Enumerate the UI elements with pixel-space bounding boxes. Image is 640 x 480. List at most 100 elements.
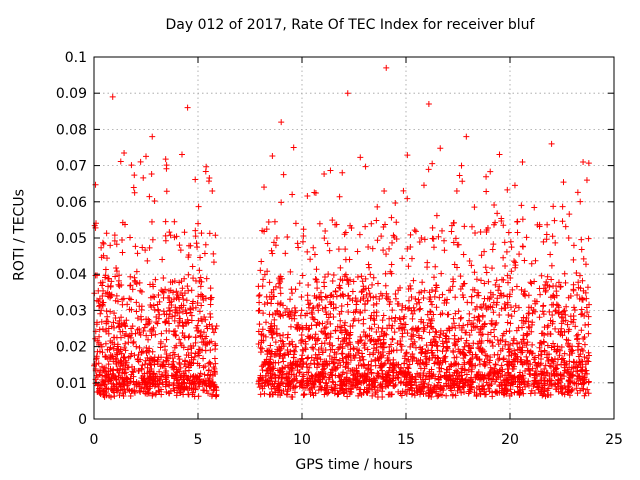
data-point bbox=[562, 223, 569, 230]
data-point bbox=[197, 370, 204, 377]
data-point bbox=[320, 373, 327, 380]
data-point bbox=[581, 353, 588, 360]
data-point bbox=[381, 188, 388, 195]
data-point bbox=[576, 353, 583, 360]
data-point bbox=[180, 323, 187, 330]
data-point bbox=[500, 391, 507, 398]
data-point bbox=[504, 279, 511, 286]
data-point bbox=[110, 324, 117, 331]
data-point bbox=[552, 325, 559, 332]
data-point bbox=[309, 384, 316, 391]
data-point bbox=[327, 369, 334, 376]
data-point bbox=[551, 346, 558, 353]
data-point bbox=[412, 295, 419, 302]
data-point bbox=[431, 293, 438, 300]
data-point bbox=[278, 369, 285, 376]
data-point bbox=[432, 328, 439, 335]
data-point bbox=[476, 338, 483, 345]
data-point bbox=[138, 366, 145, 373]
data-point bbox=[153, 319, 160, 326]
data-point bbox=[127, 234, 134, 241]
data-point bbox=[433, 339, 440, 346]
data-point bbox=[140, 348, 147, 355]
y-tick-label: 0.03 bbox=[56, 303, 87, 319]
data-point bbox=[458, 369, 465, 376]
data-point bbox=[549, 318, 556, 325]
data-point bbox=[345, 308, 352, 315]
data-point bbox=[96, 348, 103, 355]
data-point bbox=[185, 271, 192, 278]
data-point bbox=[512, 355, 519, 362]
data-point bbox=[133, 308, 140, 315]
data-point bbox=[270, 293, 277, 300]
data-point bbox=[289, 365, 296, 372]
data-point bbox=[124, 364, 131, 371]
data-point bbox=[115, 320, 122, 327]
data-point bbox=[197, 332, 204, 339]
data-point bbox=[416, 386, 423, 393]
data-point bbox=[169, 279, 176, 286]
data-point bbox=[321, 171, 328, 178]
data-point bbox=[299, 238, 306, 245]
data-point bbox=[503, 388, 510, 395]
data-point bbox=[560, 308, 567, 315]
data-point bbox=[403, 350, 410, 357]
data-point bbox=[288, 286, 295, 293]
data-point bbox=[473, 353, 480, 360]
data-point bbox=[163, 354, 170, 361]
data-point bbox=[515, 304, 522, 311]
data-point bbox=[484, 353, 491, 360]
data-point bbox=[284, 375, 291, 382]
data-point bbox=[92, 181, 99, 188]
data-point bbox=[196, 352, 203, 359]
data-point bbox=[382, 270, 389, 277]
data-point bbox=[171, 234, 178, 241]
data-point bbox=[390, 359, 397, 366]
data-point bbox=[267, 391, 274, 398]
data-point bbox=[382, 282, 389, 289]
data-point bbox=[380, 332, 387, 339]
data-point bbox=[437, 384, 444, 391]
data-point bbox=[305, 282, 312, 289]
data-point bbox=[365, 243, 372, 250]
data-point bbox=[489, 246, 496, 253]
data-point bbox=[273, 330, 280, 337]
data-point bbox=[127, 296, 134, 303]
data-point bbox=[274, 308, 281, 315]
data-point bbox=[376, 295, 383, 302]
data-point bbox=[274, 383, 281, 390]
data-point bbox=[285, 363, 292, 370]
data-point bbox=[512, 302, 519, 309]
data-point bbox=[405, 365, 412, 372]
data-point bbox=[467, 361, 474, 368]
data-point bbox=[549, 233, 556, 240]
data-point bbox=[332, 387, 339, 394]
data-point bbox=[399, 255, 406, 262]
data-point bbox=[330, 379, 337, 386]
data-point bbox=[494, 295, 501, 302]
data-point bbox=[386, 364, 393, 371]
data-point bbox=[303, 379, 310, 386]
data-point bbox=[99, 326, 106, 333]
data-point bbox=[149, 348, 156, 355]
data-point bbox=[449, 372, 456, 379]
data-point bbox=[509, 286, 516, 293]
data-point bbox=[299, 324, 306, 331]
data-point bbox=[121, 385, 128, 392]
data-point bbox=[103, 308, 110, 315]
data-point bbox=[350, 317, 357, 324]
data-point bbox=[568, 364, 575, 371]
data-point bbox=[258, 258, 265, 265]
data-point bbox=[213, 387, 220, 394]
data-point bbox=[342, 319, 349, 326]
data-point bbox=[277, 290, 284, 297]
axis-ticks: 00.010.020.030.040.050.060.070.080.090.1… bbox=[56, 50, 623, 448]
data-point bbox=[364, 333, 371, 340]
data-point bbox=[101, 373, 108, 380]
data-point bbox=[558, 313, 565, 320]
data-point bbox=[296, 280, 303, 287]
data-point bbox=[415, 296, 422, 303]
data-point bbox=[397, 379, 404, 386]
data-point bbox=[328, 384, 335, 391]
data-point bbox=[115, 277, 122, 284]
